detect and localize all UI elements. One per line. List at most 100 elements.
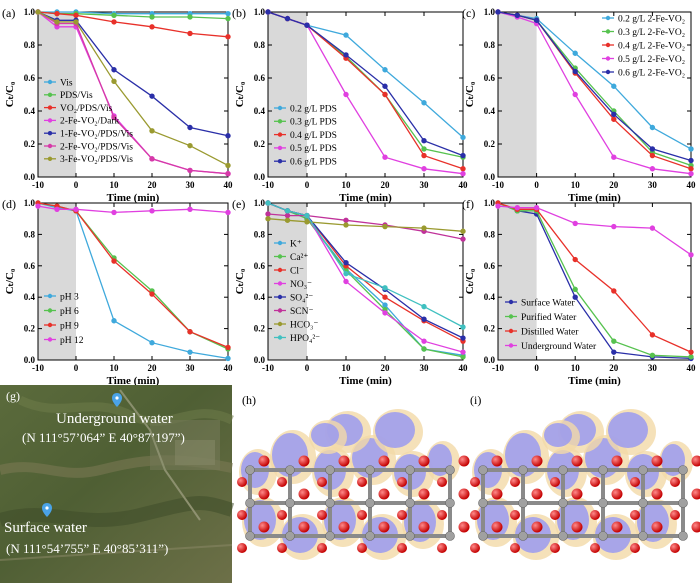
metal-atom xyxy=(638,498,648,508)
legend-marker xyxy=(47,337,53,342)
data-point xyxy=(225,133,231,139)
data-point xyxy=(265,9,271,15)
data-point xyxy=(111,209,117,216)
oxygen-atom xyxy=(418,488,430,500)
oxygen-atom xyxy=(670,510,680,520)
oxygen-atom xyxy=(531,488,543,500)
map-panel: (g) Underground water (N 111°57’064” E 4… xyxy=(0,385,235,583)
plot-frame xyxy=(37,202,229,361)
legend-entry: 0.6 g/L 2-Fe-VO₂ xyxy=(618,68,685,78)
data-point xyxy=(572,50,578,56)
legend-entry: PDS/Vis xyxy=(60,91,93,101)
data-point xyxy=(343,32,349,38)
data-point xyxy=(382,223,388,230)
data-point xyxy=(460,335,466,341)
oxygen-atom xyxy=(651,455,663,467)
data-point xyxy=(688,171,694,177)
data-point xyxy=(611,288,617,294)
dark-adsorption-region xyxy=(498,203,537,360)
y-tick-label: 0.8 xyxy=(484,229,496,239)
legend-marker xyxy=(508,314,514,319)
y-tick-label: 0.6 xyxy=(24,261,36,271)
oxygen-atom xyxy=(338,521,350,533)
x-tick-label: 40 xyxy=(687,180,697,190)
x-tick-label: 30 xyxy=(186,363,196,373)
data-point xyxy=(73,12,79,19)
oxygen-atom xyxy=(630,510,640,520)
x-tick-label: 40 xyxy=(687,363,697,373)
y-tick-label: 1.0 xyxy=(24,198,36,208)
legend-entry: 0.3 g/L PDS xyxy=(290,118,337,128)
y-tick-label: 1.0 xyxy=(254,7,266,17)
data-point xyxy=(611,338,617,344)
x-tick-label: 20 xyxy=(381,180,391,190)
metal-atom xyxy=(365,498,375,508)
oxygen-atom xyxy=(590,543,600,553)
data-point xyxy=(54,19,60,25)
legend-entry: pH 9 xyxy=(60,321,79,331)
x-axis-label: Time (min) xyxy=(107,375,160,387)
legend-entry: SO₄²⁻ xyxy=(290,293,313,303)
oxygen-atom xyxy=(437,510,447,520)
x-axis-label: Time (min) xyxy=(568,375,621,387)
metal-atom xyxy=(285,531,295,541)
data-point xyxy=(421,146,427,152)
oxygen-atom xyxy=(611,521,623,533)
data-point xyxy=(460,354,466,360)
oxygen-atom xyxy=(590,477,600,487)
data-point xyxy=(421,138,427,144)
y-tick-label: 0.0 xyxy=(254,355,266,365)
oxygen-atom xyxy=(298,488,310,500)
x-tick-label: 30 xyxy=(420,363,430,373)
data-point xyxy=(187,206,193,212)
oxygen-atom xyxy=(237,543,247,553)
data-point xyxy=(533,17,540,23)
charge-density-structure-image xyxy=(237,409,470,560)
oxygen-atom xyxy=(338,488,350,500)
metal-atom xyxy=(518,531,528,541)
plot-frame xyxy=(267,202,464,361)
data-point xyxy=(382,302,388,308)
x-tick-label: -10 xyxy=(32,180,44,190)
x-tick-label: 30 xyxy=(648,180,658,190)
charge-depletion-lobe xyxy=(505,433,541,477)
metal-atom xyxy=(245,531,255,541)
data-point xyxy=(265,211,271,217)
oxygen-atom xyxy=(277,477,287,487)
data-point xyxy=(149,156,155,162)
charge-depletion-lobe xyxy=(608,412,648,448)
oxygen-atom xyxy=(258,455,270,467)
y-axis-label: Cₜ/C₀ xyxy=(4,81,16,107)
legend-entry: SCN⁻ xyxy=(290,307,314,317)
metal-atom xyxy=(598,498,608,508)
data-point xyxy=(421,338,427,344)
data-point xyxy=(460,134,466,141)
data-point xyxy=(460,324,466,330)
legend-marker xyxy=(277,321,283,327)
metal-atom xyxy=(285,498,295,508)
metal-atom xyxy=(638,465,648,475)
metal-atom xyxy=(558,498,568,508)
x-axis-label: Time (min) xyxy=(339,375,392,387)
data-point xyxy=(149,128,155,134)
charge-density-structure-image xyxy=(470,409,700,560)
oxygen-atom xyxy=(611,488,623,500)
data-point xyxy=(187,142,193,149)
oxygen-atom xyxy=(611,455,623,467)
y-tick-label: 0.2 xyxy=(254,139,266,149)
plot-frame xyxy=(497,202,692,361)
data-point xyxy=(225,344,231,351)
oxygen-atom xyxy=(378,521,390,533)
oxygen-atom xyxy=(237,477,247,487)
oxygen-atom xyxy=(550,510,560,520)
x-tick-label: -10 xyxy=(262,180,274,190)
panel-label: (a) xyxy=(2,6,15,20)
legend-marker xyxy=(277,240,283,246)
data-point xyxy=(572,294,578,300)
x-tick-label: 40 xyxy=(459,363,469,373)
data-point xyxy=(421,166,427,172)
metal-atom xyxy=(245,465,255,475)
metal-atom xyxy=(478,531,488,541)
y-axis-label: Cₜ/C₀ xyxy=(234,268,246,294)
legend-marker xyxy=(47,308,53,313)
